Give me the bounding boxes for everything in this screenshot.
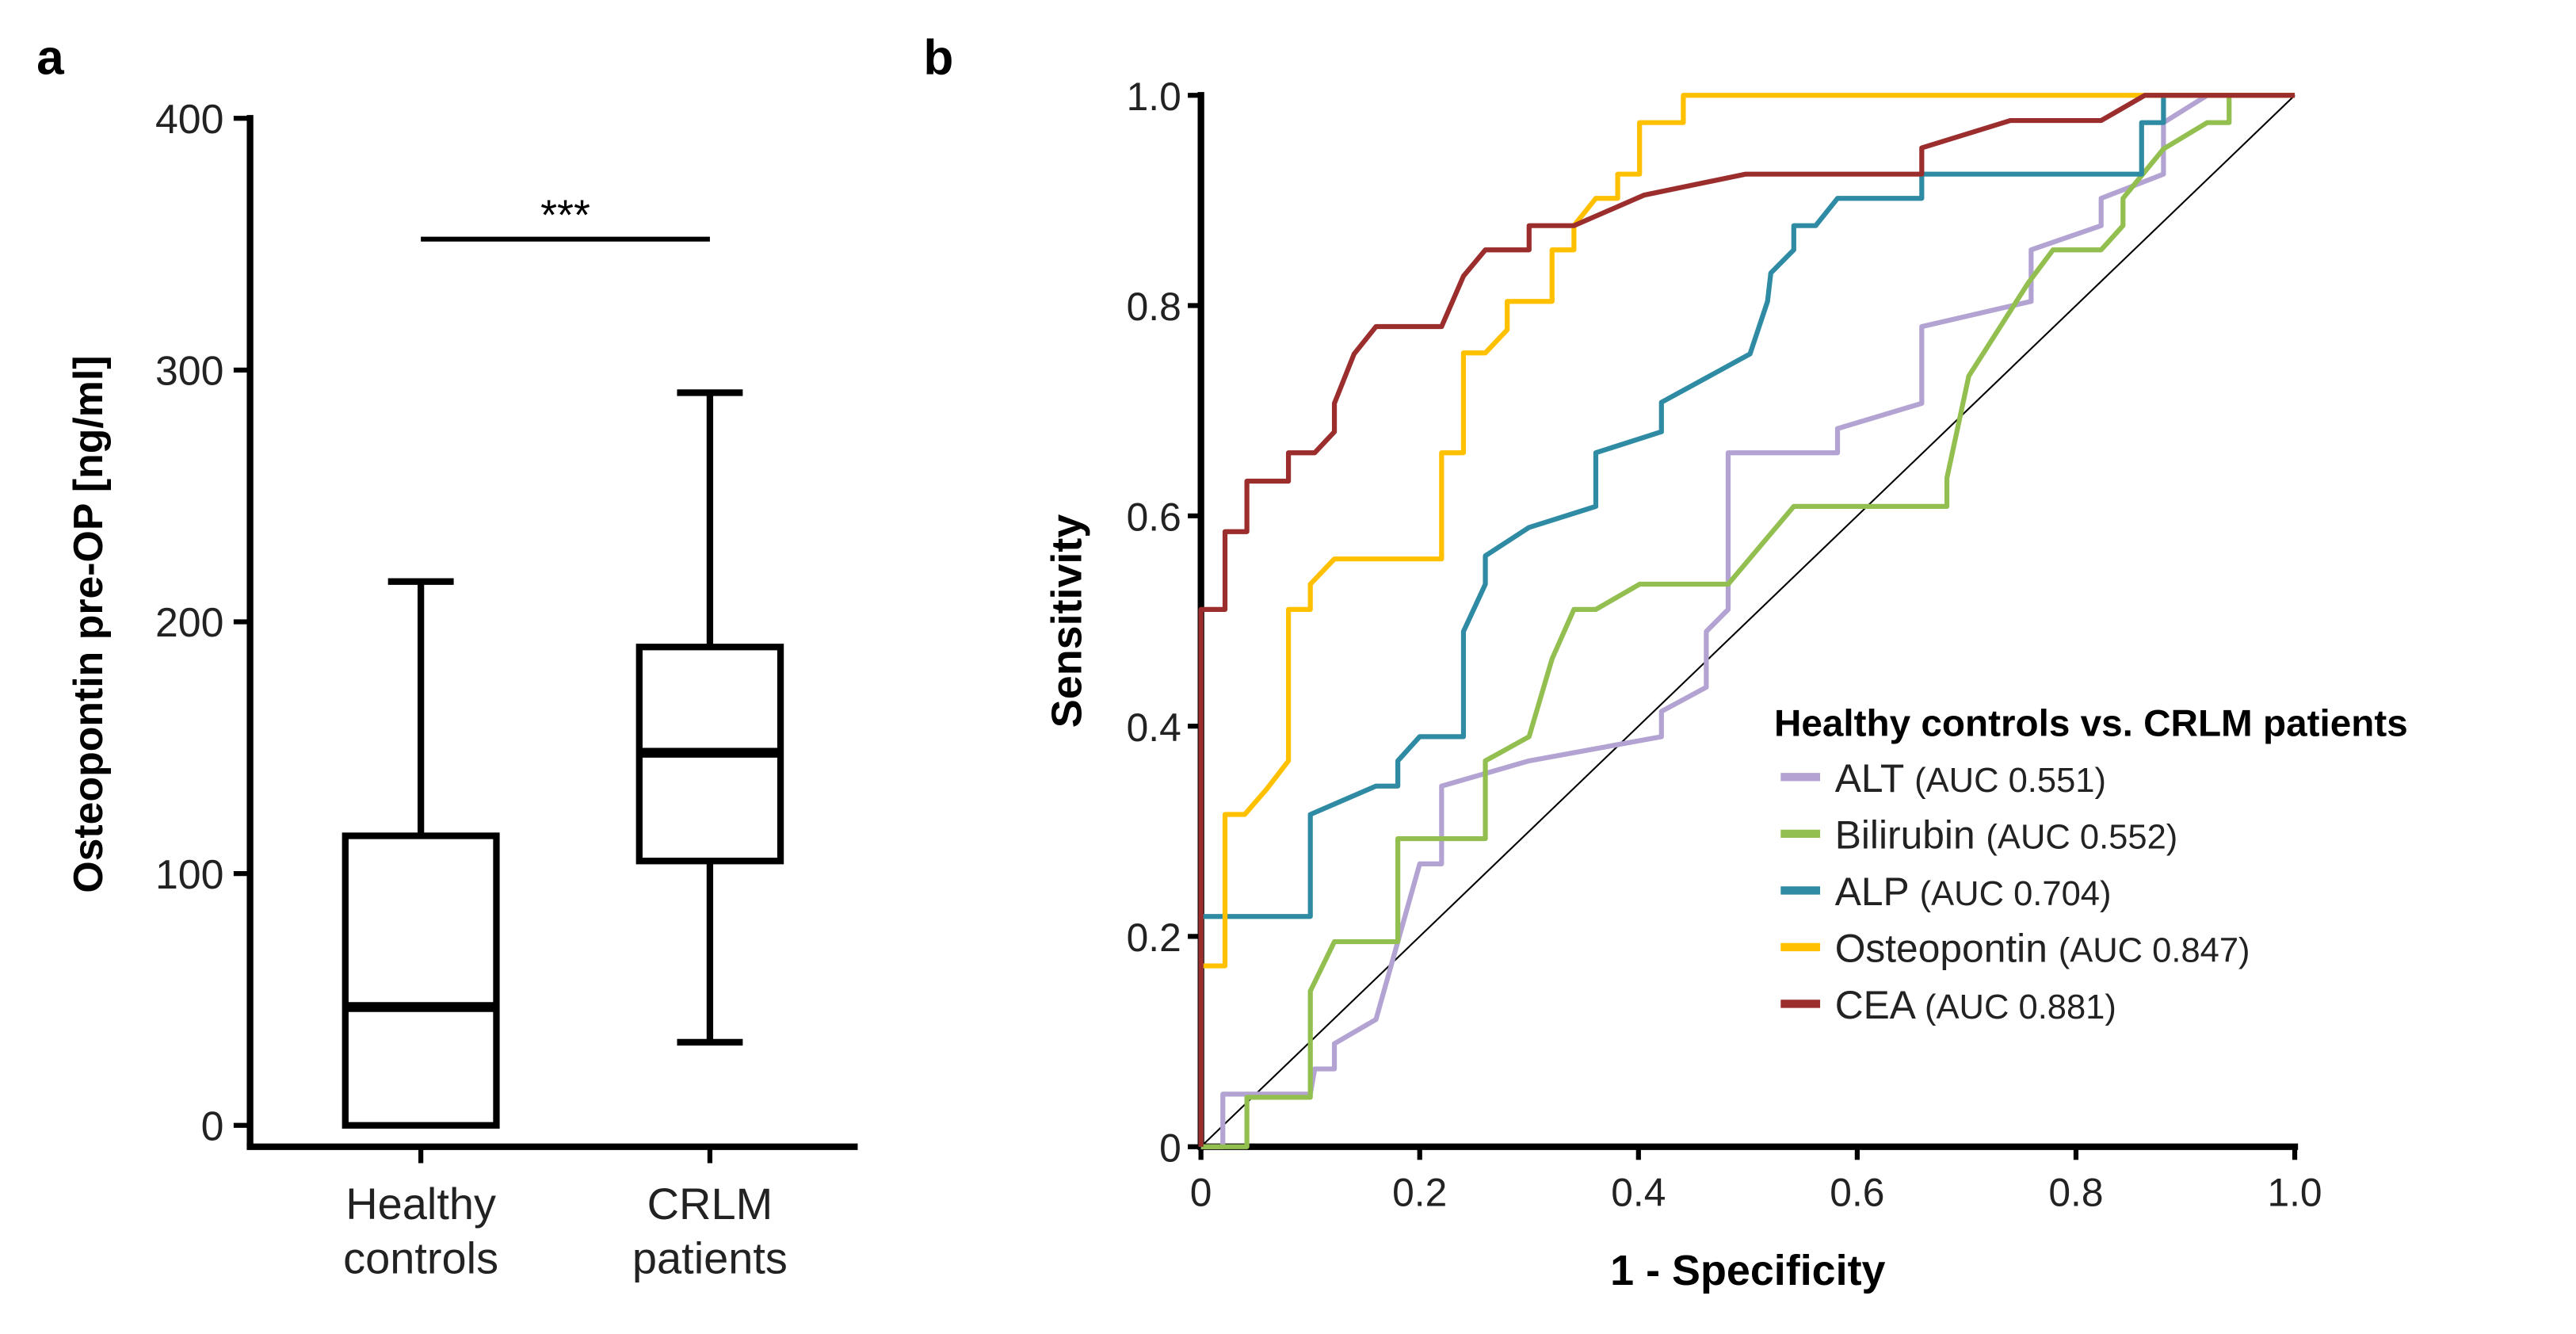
x-tick-label: 0.4 [1611, 1170, 1666, 1214]
y-tick-label: 0.4 [1127, 705, 1181, 750]
roc-curve-cea [1198, 93, 2296, 1147]
x-tick-label: 0.2 [1392, 1170, 1447, 1214]
series-name: Osteopontin [1835, 927, 2059, 971]
x-tick-label: patients [632, 1233, 788, 1282]
auc-label: (AUC 0.704) [1920, 875, 2112, 913]
series-name: Bilirubin [1835, 813, 1986, 858]
x-tick-label: 0 [1190, 1170, 1212, 1214]
panel-label: b [923, 30, 953, 85]
legend-item: Osteopontin (AUC 0.847) [1780, 927, 2250, 971]
y-tick-label: 0.2 [1127, 915, 1181, 960]
auc-label: (AUC 0.847) [2059, 932, 2250, 970]
roc-curve-osteopontin [1200, 93, 2296, 969]
series-name: CEA [1835, 983, 1925, 1027]
y-tick-label: 0.6 [1127, 495, 1181, 539]
panel-b-roc: b 0 0.2 0.4 0.6 0.8 1.0 0 0.2 0.4 0.6 0.8 1.0 1 - Spe… [923, 30, 2407, 1294]
y-tick-label: 1.0 [1127, 75, 1181, 119]
auc-label: (AUC 0.881) [1925, 988, 2116, 1026]
legend-label: ALP (AUC 0.704) [1835, 870, 2112, 914]
x-tick-label: 0.8 [2048, 1170, 2103, 1214]
y-tick-label: 300 [155, 348, 223, 394]
box-iqr [342, 832, 500, 1129]
legend-item: ALP (AUC 0.704) [1780, 870, 2111, 914]
legend-item: CEA (AUC 0.881) [1780, 983, 2116, 1027]
x-tick-label: 1.0 [2267, 1170, 2322, 1214]
legend-label: Osteopontin (AUC 0.847) [1835, 927, 2250, 971]
y-tick-label: 0 [201, 1103, 224, 1149]
legend-item: Bilirubin (AUC 0.552) [1780, 813, 2177, 858]
y-axis-label: Sensitivity [1043, 514, 1090, 728]
y-tick-label: 200 [155, 599, 223, 645]
panel-a-boxplot: a 0 100 200 300 400 Osteopontin pre-OP [ng/ml]… [36, 30, 858, 1282]
y-tick-label: 0.8 [1127, 285, 1181, 329]
reference-diagonal [1200, 94, 2296, 1148]
y-tick-label: 400 [155, 96, 223, 142]
panel-label: a [36, 30, 64, 85]
significance-label: *** [540, 191, 590, 239]
series-name: ALP [1835, 870, 1920, 914]
roc-curve-alt [1200, 93, 2296, 1149]
box-0 [342, 578, 500, 1129]
y-tick-label: 0 [1159, 1126, 1181, 1170]
roc-curve-bilirubin [1200, 93, 2296, 1149]
x-tick-label: Healthy [345, 1179, 496, 1229]
legend-item: ALT (AUC 0.551) [1780, 756, 2106, 801]
legend: Healthy controls vs. CRLM patients ALT (A… [1774, 703, 2408, 1027]
auc-label: (AUC 0.551) [1914, 762, 2106, 800]
series-name: ALT [1835, 756, 1914, 801]
x-axis-label: 1 - Specificity [1610, 1247, 1885, 1294]
legend-label: ALT (AUC 0.551) [1835, 756, 2106, 801]
box-1 [635, 389, 784, 1046]
y-tick-label: 100 [155, 851, 223, 897]
y-axis-label: Osteopontin pre-OP [ng/ml] [65, 356, 111, 893]
x-tick-label: CRLM [647, 1179, 773, 1229]
legend-label: Bilirubin (AUC 0.552) [1835, 813, 2178, 858]
legend-title: Healthy controls vs. CRLM patients [1774, 703, 2408, 745]
auc-label: (AUC 0.552) [1986, 819, 2177, 857]
legend-label: CEA (AUC 0.881) [1835, 983, 2116, 1027]
x-tick-label: controls [343, 1233, 498, 1282]
x-tick-label: 0.6 [1830, 1170, 1884, 1214]
